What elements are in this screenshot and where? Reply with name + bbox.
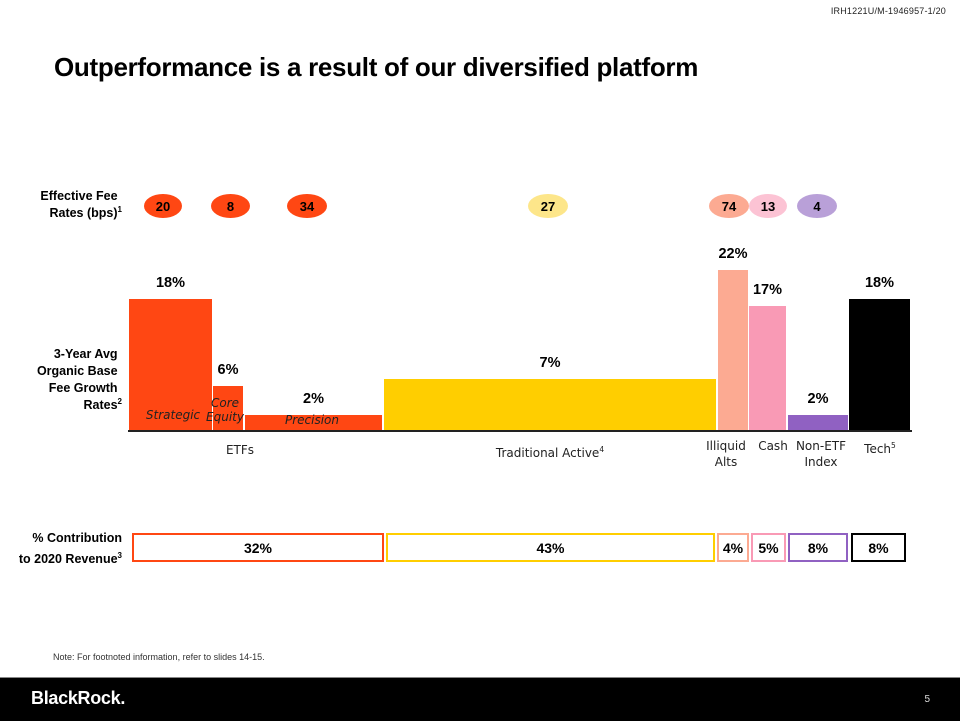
growth-rates-label: 3-Year Avg Organic Base Fee Growth Rates…: [26, 346, 122, 414]
bar-traditional-active: [384, 379, 716, 430]
category-label-non-etf-index: Non-ETF Index: [795, 438, 847, 470]
document-id: IRH1221U/M-1946957-1/20: [830, 6, 946, 16]
category-label-etfs: ETFs: [170, 442, 310, 458]
bar-value-precision: 2%: [303, 391, 324, 407]
bar-sublabel-core-equity: Core Equity: [206, 396, 244, 424]
bar-cash: [749, 306, 786, 430]
fee-pill-core-equity: 8: [211, 194, 250, 218]
category-label-text: Tech: [864, 442, 892, 456]
fee-pill-cash: 13: [749, 194, 787, 218]
contribution-box-etfs: 32%: [132, 533, 384, 562]
category-label-tech: Tech5: [850, 438, 910, 457]
bar-illiquid-alts: [718, 270, 748, 430]
fee-pill-precision: 34: [287, 194, 327, 218]
fee-pill-illiquid-alts: 74: [709, 194, 749, 218]
category-label-text: Cash: [758, 439, 788, 453]
bar-value-cash: 17%: [752, 282, 783, 298]
bar-sublabel-strategic: Strategic: [145, 408, 201, 422]
category-label-text: Illiquid Alts: [706, 439, 746, 469]
bar-non-etf-index: [788, 415, 848, 430]
bar-core-equity: [213, 386, 243, 430]
category-label-text: Non-ETF Index: [795, 439, 847, 469]
growth-rates-footnote: 2: [117, 396, 122, 406]
fee-pill-traditional-active: 27: [528, 194, 568, 218]
footnote-note: Note: For footnoted information, refer t…: [53, 652, 265, 662]
category-label-illiquid-alts: Illiquid Alts: [697, 438, 755, 470]
page-title: Outperformance is a result of our divers…: [54, 52, 699, 82]
growth-rates-label-text: 3-Year Avg Organic Base Fee Growth Rates: [36, 347, 118, 412]
bar-value-tech: 18%: [864, 275, 895, 291]
bar-value-core-equity: 6%: [217, 362, 239, 378]
fee-rates-footnote: 1: [117, 204, 122, 214]
category-label-text: Traditional Active: [495, 446, 600, 460]
fee-rates-label: Effective Fee Rates (bps)1: [18, 188, 122, 222]
contribution-label: % Contribution to 2020 Revenue3: [19, 530, 122, 568]
category-footnote: 4: [599, 445, 605, 454]
bar-value-illiquid-alts: 22%: [718, 246, 748, 262]
contribution-box-non-etf-index: 8%: [788, 533, 848, 562]
category-footnote: 5: [891, 441, 896, 450]
contribution-label-line2: to 2020 Revenue: [18, 552, 118, 567]
bar-precision: [245, 415, 382, 430]
fee-pill-strategic: 20: [144, 194, 182, 218]
fee-rates-label-text: Effective Fee Rates (bps): [40, 189, 118, 220]
category-label-traditional-active: Traditional Active4: [450, 442, 650, 461]
chart-baseline: [128, 430, 912, 432]
contribution-label-line2-wrap: to 2020 Revenue3: [19, 547, 122, 568]
bar-value-traditional-active: 7%: [539, 355, 561, 371]
bar-strategic: [129, 299, 212, 430]
contribution-box-traditional-active: 43%: [386, 533, 715, 562]
bar-tech: [849, 299, 910, 430]
category-label-cash: Cash: [750, 438, 796, 454]
page-number: 5: [924, 694, 930, 705]
bar-value-non-etf-index: 2%: [807, 391, 829, 407]
bar-sublabel-precision: Precision: [284, 413, 340, 427]
contribution-box-cash: 5%: [751, 533, 786, 562]
bar-value-strategic: 18%: [155, 275, 186, 291]
fee-pill-non-etf-index: 4: [797, 194, 837, 218]
contribution-box-illiquid-alts: 4%: [717, 533, 749, 562]
footer-bar: BlackRock. 5: [0, 677, 960, 721]
category-label-text: ETFs: [225, 443, 255, 457]
contribution-footnote: 3: [117, 551, 122, 560]
contribution-label-line1: % Contribution: [32, 531, 122, 545]
blackrock-logo: BlackRock.: [31, 688, 126, 708]
contribution-box-tech: 8%: [851, 533, 906, 562]
